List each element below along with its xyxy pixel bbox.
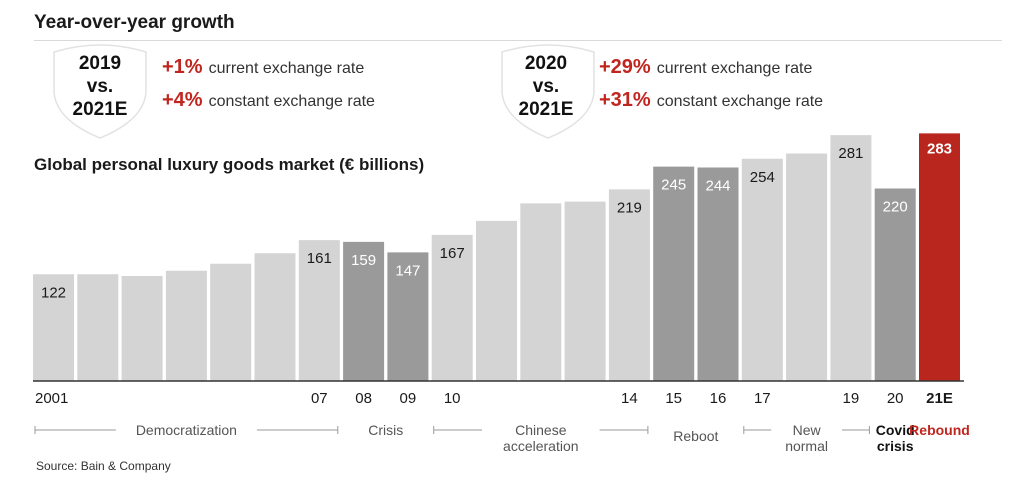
tick-label-19: 19 bbox=[843, 390, 860, 407]
era-label-5-line-0: Covid bbox=[876, 422, 915, 438]
tick-label-17: 17 bbox=[754, 390, 771, 407]
bar-19 bbox=[830, 135, 872, 381]
title-divider bbox=[34, 40, 1002, 41]
era-label-0-line-0: Democratization bbox=[136, 422, 237, 438]
shield-outline-icon bbox=[53, 44, 147, 139]
bar-18 bbox=[786, 153, 828, 381]
comparison-years-2019: 2019 vs. 2021E bbox=[40, 52, 160, 121]
source-note: Source: Bain & Company bbox=[36, 459, 171, 473]
tick-label-09: 09 bbox=[400, 390, 417, 407]
tick-label-21E: 21E bbox=[926, 390, 953, 407]
bar-08 bbox=[343, 241, 385, 381]
growth-label: constant exchange rate bbox=[656, 93, 824, 110]
era-label-2-line-1: acceleration bbox=[503, 438, 579, 454]
bar-07 bbox=[298, 240, 340, 381]
bar-11 bbox=[476, 220, 517, 381]
bar-10 bbox=[431, 234, 473, 381]
tick-label-10: 10 bbox=[444, 390, 461, 407]
data-label-19: 281 bbox=[838, 145, 863, 162]
bar-21E bbox=[919, 133, 960, 381]
era-label-6-line-0: Rebound bbox=[909, 422, 970, 438]
growth-label: constant exchange rate bbox=[208, 93, 375, 110]
growth-label: current exchange rate bbox=[656, 60, 813, 77]
shield-outline-icon bbox=[501, 44, 595, 139]
data-label-2001: 122 bbox=[41, 284, 66, 301]
comparison-vs: vs. bbox=[532, 76, 560, 97]
bar-16 bbox=[697, 167, 739, 381]
comparison-vs: vs. bbox=[86, 76, 114, 97]
tick-label-15: 15 bbox=[665, 390, 682, 407]
growth-row-current: +29% current exchange rate bbox=[599, 56, 812, 79]
tick-label-14: 14 bbox=[621, 390, 638, 407]
comparison-year-from: 2020 bbox=[524, 53, 568, 74]
data-label-14: 219 bbox=[617, 199, 642, 216]
growth-row-constant: +4% constant exchange rate bbox=[162, 89, 375, 112]
data-label-08: 159 bbox=[351, 252, 376, 269]
comparison-year-from: 2019 bbox=[78, 53, 122, 74]
growth-label: current exchange rate bbox=[208, 60, 365, 77]
growth-percent: +4% bbox=[162, 89, 203, 111]
bar-15 bbox=[653, 166, 695, 381]
growth-percent: +1% bbox=[162, 56, 203, 78]
data-label-07: 161 bbox=[307, 250, 332, 267]
era-label-3-line-0: Reboot bbox=[673, 428, 718, 444]
tick-label-16: 16 bbox=[710, 390, 727, 407]
bar-06 bbox=[254, 253, 296, 381]
tick-label-08: 08 bbox=[355, 390, 372, 407]
data-label-09: 147 bbox=[395, 262, 420, 279]
era-label-4-line-0: New bbox=[793, 422, 822, 438]
bar-05 bbox=[210, 263, 252, 381]
growth-row-current: +1% current exchange rate bbox=[162, 56, 364, 79]
bar-17 bbox=[741, 158, 783, 381]
page-title: Year-over-year growth bbox=[34, 12, 235, 33]
tick-label-07: 07 bbox=[311, 390, 328, 407]
growth-percent: +29% bbox=[599, 56, 651, 78]
comparison-year-to: 2021E bbox=[72, 99, 128, 120]
data-label-10: 167 bbox=[440, 245, 465, 262]
tick-label-20: 20 bbox=[887, 390, 904, 407]
growth-row-constant: +31% constant exchange rate bbox=[599, 89, 823, 112]
bar-20 bbox=[874, 188, 916, 381]
bar-02 bbox=[77, 274, 119, 381]
bar-04 bbox=[165, 270, 207, 381]
tick-label-2001: 2001 bbox=[35, 390, 68, 407]
comparison-year-to: 2021E bbox=[518, 99, 574, 120]
bar-13 bbox=[564, 201, 606, 381]
data-label-16: 244 bbox=[705, 178, 730, 195]
data-label-20: 220 bbox=[883, 199, 908, 216]
bar-03 bbox=[121, 276, 163, 381]
bar-2001 bbox=[33, 274, 74, 381]
era-label-5-line-1: crisis bbox=[877, 438, 914, 454]
comparison-years-2020: 2020 vs. 2021E bbox=[486, 52, 606, 121]
growth-percent: +31% bbox=[599, 89, 651, 111]
era-label-1-line-0: Crisis bbox=[368, 422, 403, 438]
bar-09 bbox=[387, 252, 429, 381]
bar-12 bbox=[520, 203, 562, 381]
bar-14 bbox=[608, 189, 650, 381]
era-label-2-line-0: Chinese bbox=[515, 422, 567, 438]
era-label-4-line-1: normal bbox=[785, 438, 828, 454]
data-label-17: 254 bbox=[750, 169, 775, 186]
data-label-15: 245 bbox=[661, 177, 686, 194]
chart-title: Global personal luxury goods market (€ b… bbox=[34, 155, 425, 174]
data-label-21E: 283 bbox=[927, 140, 952, 157]
